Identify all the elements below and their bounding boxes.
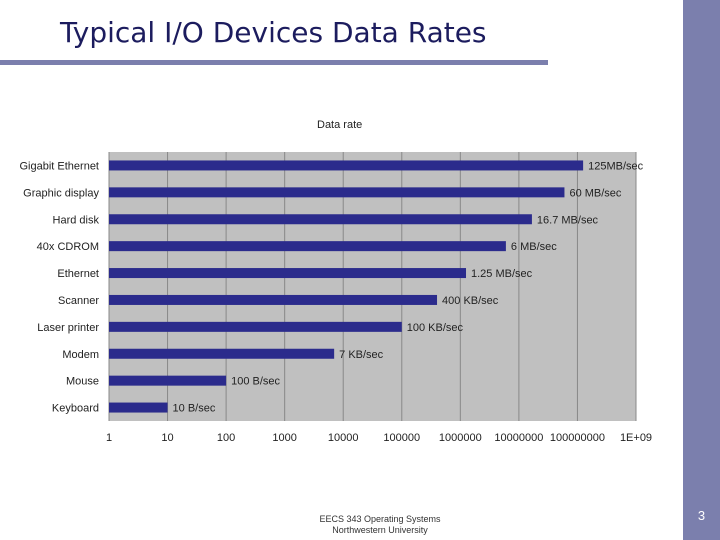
category-label: Mouse — [66, 376, 99, 388]
data-label: 125MB/sec — [588, 160, 644, 172]
x-tick-label: 1000000 — [439, 432, 482, 444]
x-tick-label: 100000000 — [550, 432, 605, 444]
category-label: Laser printer — [37, 322, 99, 334]
category-label: Ethernet — [57, 268, 99, 280]
bar — [109, 187, 565, 198]
category-label: Gigabit Ethernet — [20, 160, 100, 172]
data-label: 100 KB/sec — [407, 322, 464, 334]
x-tick-label: 10000000 — [494, 432, 543, 444]
data-label: 100 B/sec — [231, 376, 280, 388]
bar — [109, 402, 168, 413]
category-label: Modem — [62, 349, 99, 361]
x-tick-label: 100 — [217, 432, 235, 444]
data-label: 10 B/sec — [173, 403, 216, 415]
data-label: 60 MB/sec — [569, 187, 621, 199]
data-label: 16.7 MB/sec — [537, 214, 599, 226]
slide-title: Typical I/O Devices Data Rates — [60, 16, 487, 49]
bar — [109, 375, 227, 386]
category-label: Graphic display — [23, 187, 99, 199]
data-label: 7 KB/sec — [339, 349, 384, 361]
bar — [109, 241, 506, 252]
bar — [109, 321, 402, 332]
bar — [109, 348, 335, 359]
bar — [109, 214, 532, 225]
x-tick-label: 10 — [161, 432, 173, 444]
chart-title: Data rate — [317, 119, 362, 131]
data-label: 1.25 MB/sec — [471, 268, 533, 280]
x-tick-label: 1E+09 — [620, 432, 652, 444]
category-label: Hard disk — [53, 214, 100, 226]
bar — [109, 160, 584, 171]
x-tick-label: 100000 — [383, 432, 420, 444]
x-tick-label: 1000 — [272, 432, 296, 444]
bar — [109, 268, 467, 279]
data-label: 6 MB/sec — [511, 241, 557, 253]
category-label: Keyboard — [52, 403, 99, 415]
data-label: 400 KB/sec — [442, 295, 499, 307]
title-underline — [0, 60, 548, 65]
footer-university: Northwestern University — [332, 525, 428, 535]
data-rate-chart: 1 10 100 1000 10000 100000 1000000 10000000 1000… — [20, 119, 653, 444]
slide-footer: EECS 343 Operating Systems Northwestern … — [280, 514, 480, 536]
category-label: 40x CDROM — [37, 241, 99, 253]
x-tick-label: 1 — [106, 432, 112, 444]
footer-course: EECS 343 Operating Systems — [319, 514, 441, 524]
sidebar-band — [683, 0, 720, 540]
x-tick-label: 10000 — [328, 432, 359, 444]
page-number: 3 — [697, 508, 706, 523]
category-label: Scanner — [58, 295, 99, 307]
bar — [109, 294, 438, 305]
